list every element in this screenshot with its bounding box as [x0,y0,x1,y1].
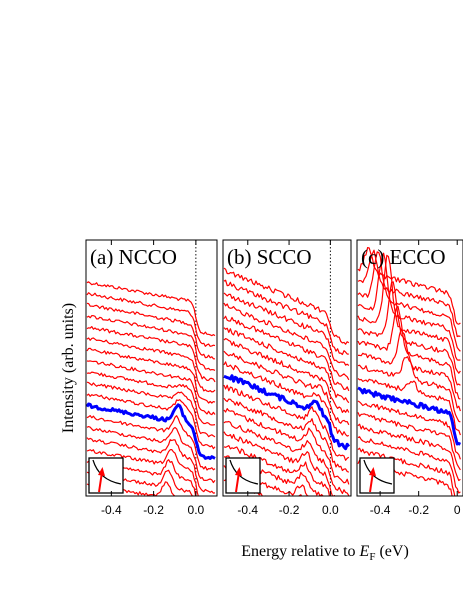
spectrum-curve [86,281,216,337]
spectrum-curve [357,400,461,460]
spectrum-curve [223,361,350,437]
panel-frame [222,239,352,497]
spectrum-curve [223,302,350,381]
spectrum-curve [223,445,331,496]
spectrum-curve [357,423,461,482]
x-tick-label: -0.4 [101,503,122,517]
panel-2: (b) SCCO -0.4 -0.2 0.0 [222,239,352,517]
x-tick-label: 0.0 [322,503,339,517]
spectrum-curve [223,350,350,426]
highlight-spectrum [86,402,216,460]
spectrum-curve [223,279,349,356]
panel-title: (a) NCCO [90,245,177,269]
spectrum-curve [357,378,461,436]
panel-title: (b) SCCO [227,245,312,269]
spectrum-curve [86,393,216,450]
spectrum-curve [357,281,461,386]
spectrum-curve [86,326,216,383]
panel-title: (c) ECCO [361,245,446,269]
spectrum-curve [223,384,350,461]
inset-fermi-surface [88,457,124,494]
spectrum-curve [358,328,461,412]
x-tick-label: -0.4 [237,503,258,517]
x-tick-label: -0.2 [279,503,300,517]
spectrum-curve [86,381,216,438]
spectrum-curve [223,397,350,473]
spectrum-curve [86,415,216,471]
inset-fermi-surface [225,457,261,494]
x-tick-label: 0.0 [188,503,205,517]
spectrum-curve [357,249,461,338]
spectrum-curve [86,337,216,393]
spectrum-curve [223,408,350,485]
x-axis-label: Energy relative to EF (eV) [241,543,409,563]
spectrum-curve [357,356,461,423]
x-tick-label: -0.4 [370,503,391,517]
panels: (a) NCCO -0.4 -0.2 0.0 (b) SCCO -0.4 -0.2 0.0 (c… [85,239,463,517]
spectrum-curve [223,338,350,413]
inset-fermi-surface [359,457,395,494]
spectrum-curve [86,426,216,484]
highlight-spectrum [223,374,351,451]
spectrum-curve [357,252,461,361]
panel-frame [85,239,218,497]
x-tick-label: -0.2 [408,503,429,517]
spectrum-curve [86,371,216,426]
spectrum-curve [223,420,350,496]
panel-1: (a) NCCO -0.4 -0.2 0.0 [85,239,218,517]
panel-3: (c) ECCO -0.4 -0.2 0 [356,239,463,517]
spectrum-curve [86,449,199,496]
spectra-group [357,247,462,496]
spectrum-curve [357,251,461,352]
spectrum-curve [86,360,216,416]
spectrum-curve [223,292,350,366]
spectrum-curve [223,327,350,404]
spectrum-curve [223,267,350,345]
spectrum-curve [223,431,336,496]
x-tick-label: 0 [454,503,461,517]
spectrum-curve [357,447,456,496]
spectrum-curve [357,305,461,400]
y-axis-label: Intensity (arb. units) [60,303,77,433]
spectrum-curve [86,347,216,404]
x-tick-label: -0.2 [143,503,164,517]
spectrum-curve [357,247,461,325]
spectrum-curve [86,437,216,494]
spectrum-curve [86,315,216,371]
highlight-spectrum [357,386,462,446]
spectrum-curve [86,302,215,360]
spectrum-curve [357,436,461,494]
spectrum-curve [357,254,461,374]
spectrum-curve [86,292,216,347]
spectrum-curve [223,315,350,392]
spectrum-curve [357,412,461,471]
panel-frame [356,239,463,497]
spectra-group [223,267,351,496]
